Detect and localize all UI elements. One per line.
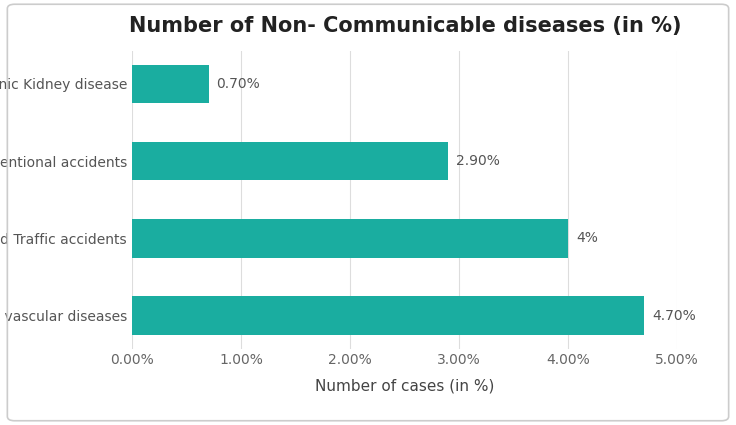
Text: 2.90%: 2.90%	[456, 154, 500, 168]
Text: 0.70%: 0.70%	[216, 77, 260, 91]
Text: 4%: 4%	[576, 231, 598, 245]
X-axis label: Number of cases (in %): Number of cases (in %)	[315, 379, 495, 394]
Bar	[132, 65, 209, 103]
Title: Number of Non- Communicable diseases (in %): Number of Non- Communicable diseases (in…	[129, 16, 681, 36]
Bar	[132, 219, 568, 258]
Bar	[132, 296, 645, 335]
Text: 4.70%: 4.70%	[652, 309, 696, 323]
Bar	[132, 142, 448, 181]
